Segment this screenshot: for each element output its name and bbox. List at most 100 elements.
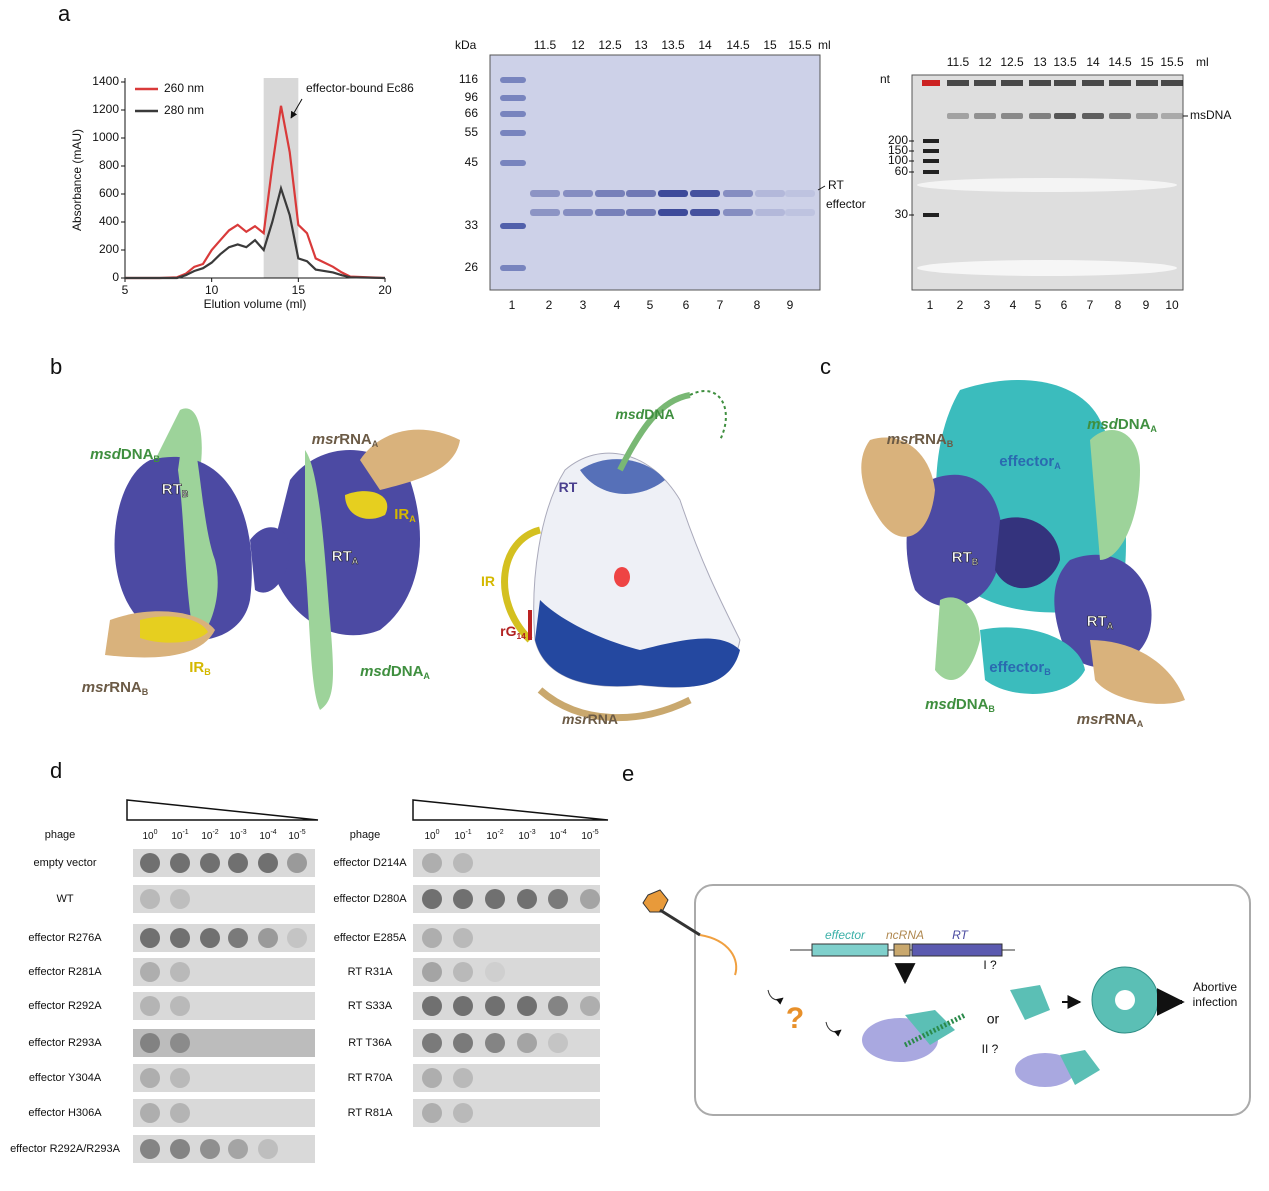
fraction-label: 14 — [1086, 55, 1100, 69]
pathway-label: I ? — [983, 958, 997, 972]
x-tick-label: 15 — [292, 283, 306, 297]
structure-label: msdDNA — [615, 406, 674, 422]
x-axis-label: Elution volume (ml) — [204, 297, 307, 311]
model-diagram — [642, 884, 1251, 1116]
label-text: IR — [481, 573, 495, 589]
strain-label: effector E285A — [334, 932, 407, 944]
label-text: effector — [989, 659, 1044, 676]
line-series — [125, 184, 386, 280]
question-mark: ? — [786, 1002, 804, 1035]
gel-band — [785, 209, 815, 216]
label-sub: A — [372, 439, 379, 449]
label-text: RNA — [339, 431, 372, 448]
lane-label: 9 — [1143, 298, 1150, 312]
plate-strip — [413, 924, 600, 952]
lane-label: 7 — [1087, 298, 1094, 312]
plate-strip — [413, 849, 600, 877]
label-sub: B — [1044, 667, 1051, 677]
marker-band — [923, 213, 939, 217]
marker-band — [500, 130, 526, 136]
phage-spot — [580, 889, 600, 909]
gel-band — [723, 209, 753, 216]
strain-label: effector R293A — [28, 1037, 102, 1049]
dilution-base: 10 — [201, 831, 213, 842]
strain-label: effector R292A/R293A — [10, 1143, 121, 1155]
fraction-label: 15 — [763, 38, 777, 52]
label-text: effector — [999, 453, 1054, 470]
phage-spot — [422, 1103, 442, 1123]
dilution-label: 10-5 — [288, 829, 305, 841]
gel-band — [595, 209, 625, 216]
dilution-label: 10-1 — [454, 829, 471, 841]
phage-spot — [422, 962, 442, 982]
phage-spot — [140, 853, 160, 873]
dilution-label: 10-5 — [581, 829, 598, 841]
surface-model — [501, 390, 741, 722]
phage-spot — [422, 928, 442, 948]
structure-label: msdDNAA — [360, 663, 430, 681]
dilution-exponent: -2 — [497, 829, 503, 836]
plate-strip — [133, 1029, 315, 1057]
lane-label: 9 — [787, 298, 794, 312]
well — [1136, 80, 1158, 86]
dilution-exponent: -3 — [240, 829, 246, 836]
phage-spot — [258, 928, 278, 948]
structure-label: msrRNAA — [312, 431, 379, 449]
gel-unit: kDa — [455, 38, 477, 52]
phage-spot — [170, 853, 190, 873]
well — [947, 80, 969, 86]
y-tick-label: 1200 — [92, 102, 119, 116]
label-italic: msr — [887, 431, 916, 448]
marker-label: 66 — [465, 106, 479, 120]
pathway-label: or — [987, 1011, 1000, 1027]
x-tick-label: 20 — [378, 283, 392, 297]
phage-header: phage — [350, 829, 381, 841]
structure-label: IR — [481, 573, 495, 589]
panel-label: a — [58, 1, 71, 26]
lane-label: 6 — [1061, 298, 1068, 312]
phage-spot — [422, 1068, 442, 1088]
phage-spot — [258, 1139, 278, 1159]
strain-label: RT S33A — [348, 1000, 393, 1012]
line-series — [125, 105, 386, 280]
well — [1001, 80, 1023, 86]
phage-spot — [453, 996, 473, 1016]
cryo-em-map — [861, 380, 1185, 704]
phage-spot — [580, 996, 600, 1016]
marker-label: 45 — [465, 155, 479, 169]
phage-spot — [453, 962, 473, 982]
dilution-wedge — [412, 799, 609, 821]
phage-spot — [140, 928, 160, 948]
lane-label: 5 — [647, 298, 654, 312]
label-text: RNA — [1104, 711, 1137, 728]
label-sub: A — [1137, 719, 1144, 729]
label-text: RT — [1087, 613, 1107, 630]
gel-band — [755, 190, 785, 197]
marker-label: 55 — [465, 125, 479, 139]
phage-spot — [228, 853, 248, 873]
phage-spot — [453, 1103, 473, 1123]
gel-band — [974, 113, 996, 119]
marker-band — [500, 95, 526, 101]
y-axis-label: Absorbance (mAU) — [70, 129, 84, 231]
fraction-label: 12 — [571, 38, 585, 52]
plate-strip — [133, 885, 315, 913]
gel-unit: nt — [880, 72, 891, 86]
marker-label: 116 — [459, 72, 478, 86]
phage-spot — [170, 962, 190, 982]
phage-spot — [140, 996, 160, 1016]
strain-label: effector Y304A — [29, 1072, 102, 1084]
y-tick-label: 400 — [99, 214, 119, 228]
fraction-label: 15 — [1140, 55, 1154, 69]
marker-band — [500, 160, 526, 166]
y-tick-label: 1000 — [92, 130, 119, 144]
well — [922, 80, 940, 86]
label-italic: msr — [312, 431, 341, 448]
strain-label: RT R70A — [348, 1072, 394, 1084]
band-tick — [817, 185, 826, 191]
label-text: RNA — [109, 679, 142, 696]
lane-label: 7 — [717, 298, 724, 312]
lane-label: 3 — [580, 298, 587, 312]
fraction-label: 14 — [698, 38, 712, 52]
fraction-label: 15.5 — [788, 38, 812, 52]
